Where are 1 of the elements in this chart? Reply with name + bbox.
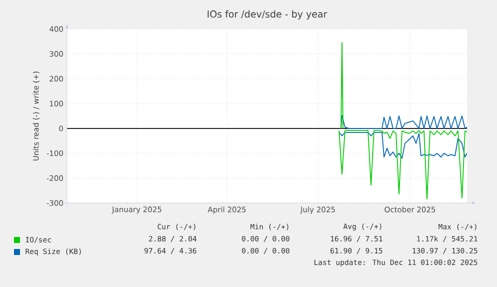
chart-title: IOs for /dev/sde - by year [208,10,328,20]
